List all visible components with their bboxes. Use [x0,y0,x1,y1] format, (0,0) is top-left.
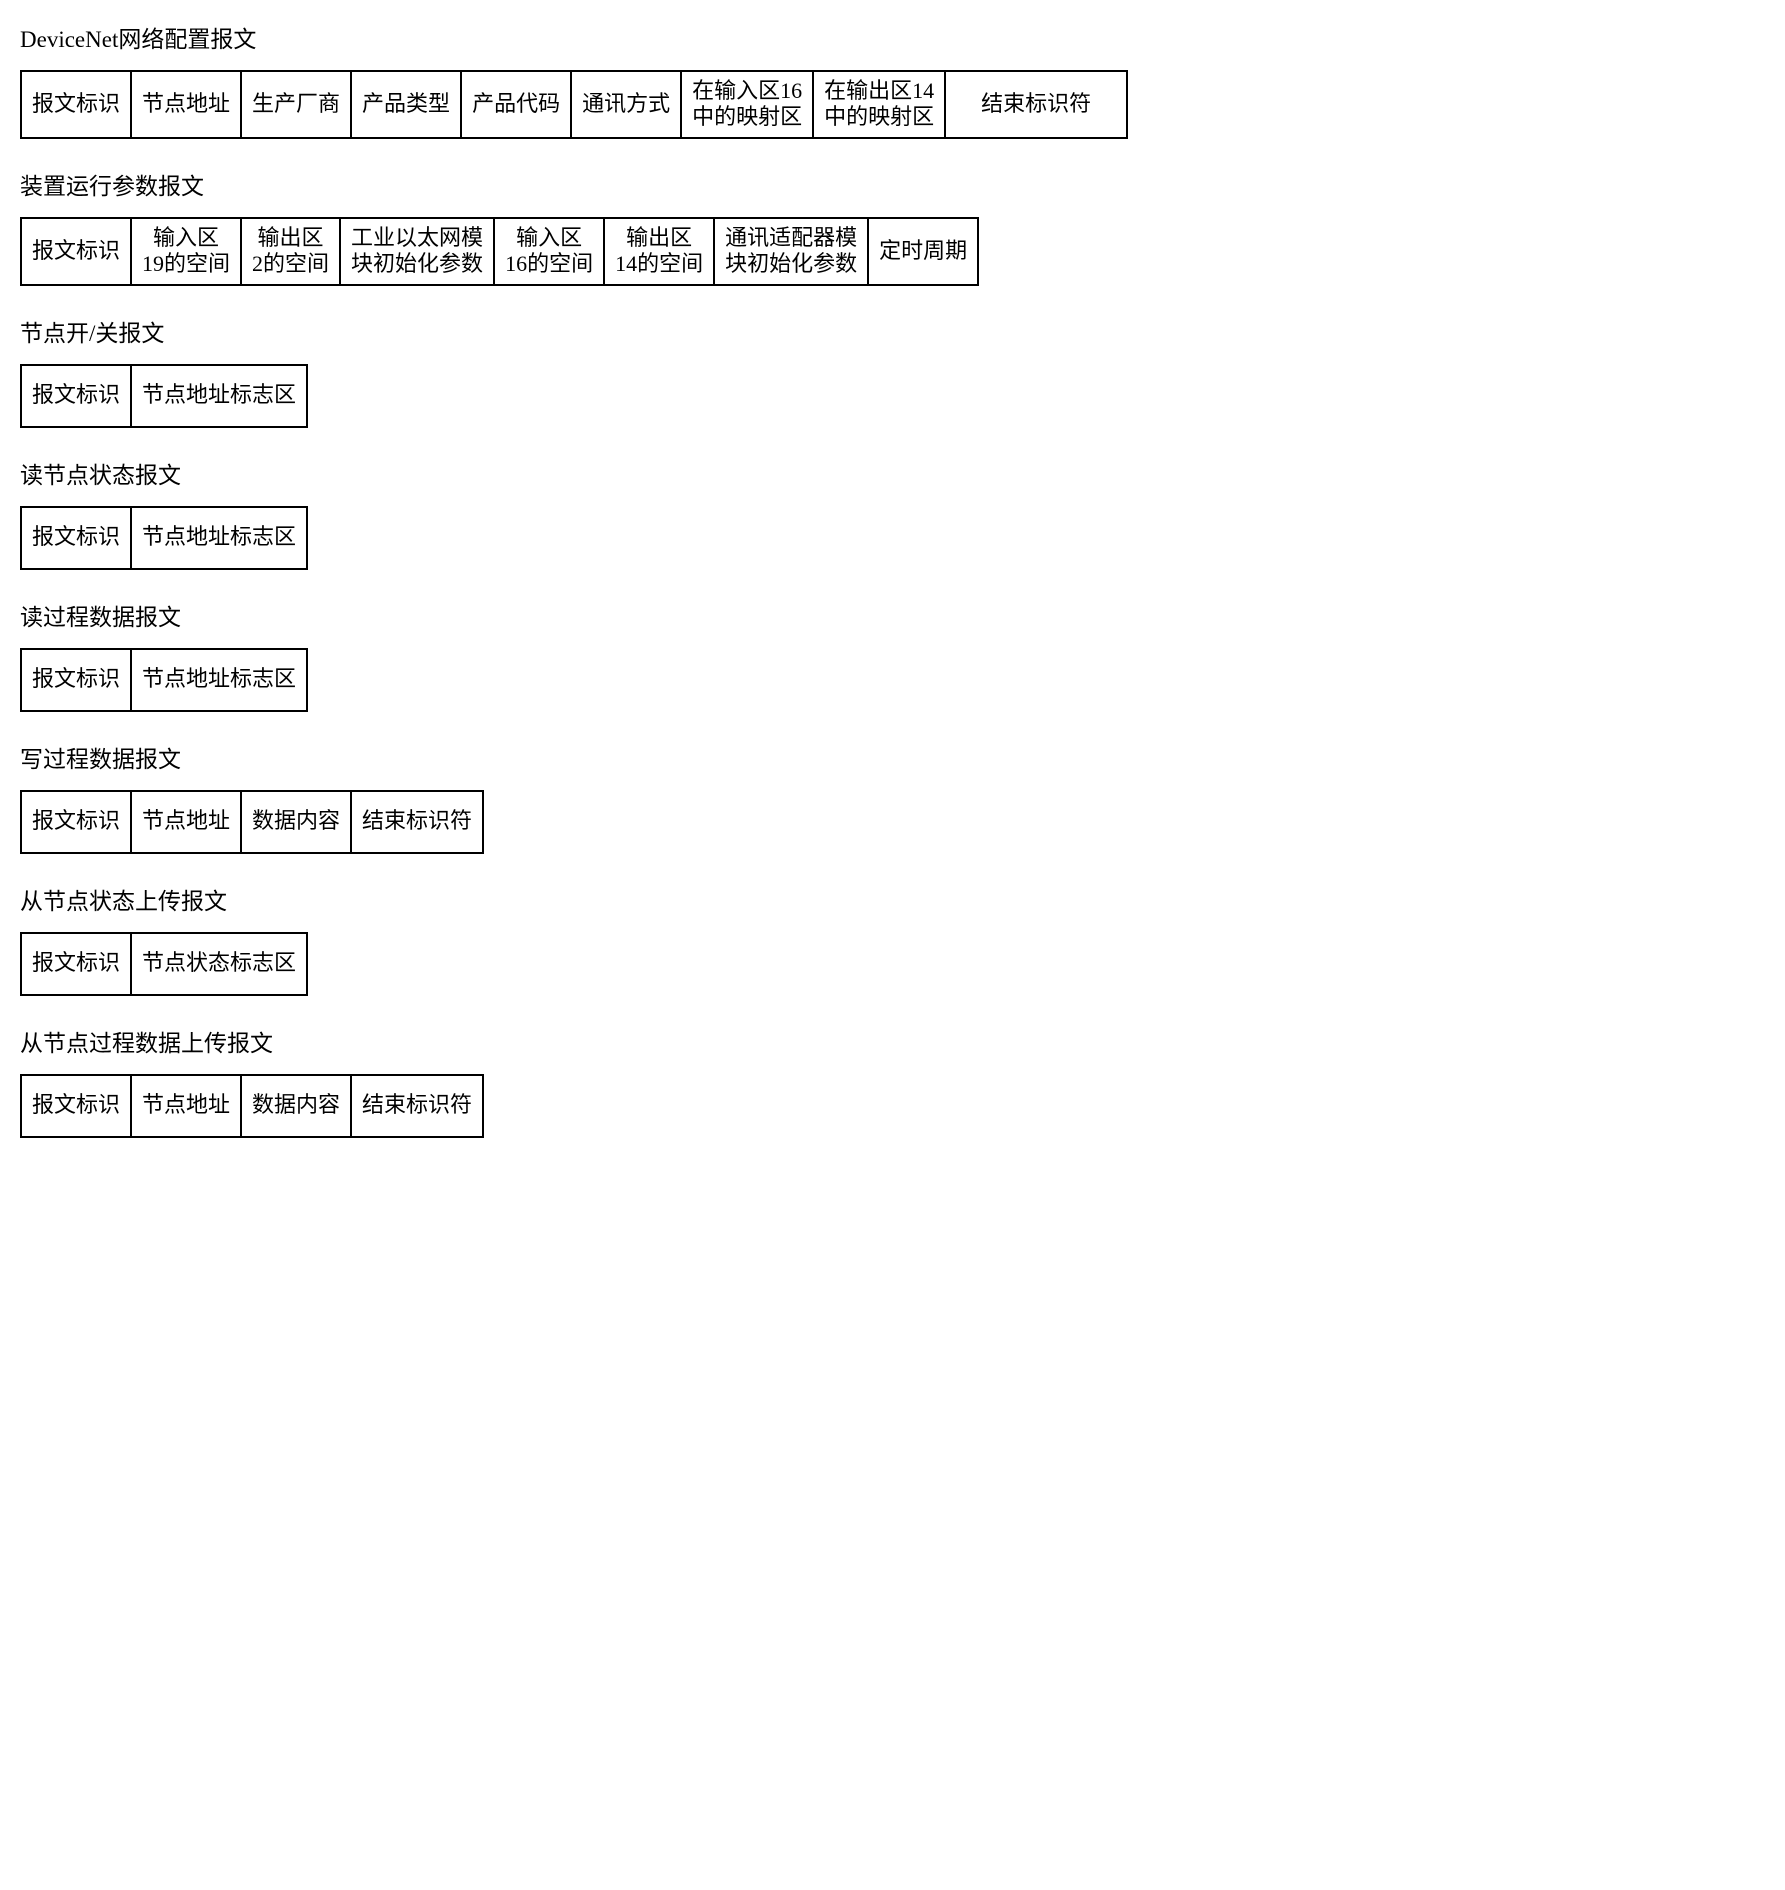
message-section: 读过程数据报文报文标识节点地址标志区 [20,598,1765,712]
table-cell: 数据内容 [241,1075,351,1137]
table-cell: 结束标识符 [945,71,1127,138]
table-cell: 在输入区16中的映射区 [681,71,813,138]
message-section: 从节点过程数据上传报文报文标识节点地址数据内容结束标识符 [20,1024,1765,1138]
message-table: 报文标识输入区19的空间输出区2的空间工业以太网模块初始化参数输入区16的空间输… [20,217,979,286]
table-row: 报文标识节点地址数据内容结束标识符 [21,791,483,853]
section-title: 读节点状态报文 [20,456,1765,490]
message-table: 报文标识节点地址标志区 [20,648,308,712]
table-cell: 节点地址标志区 [131,365,307,427]
table-cell: 节点地址 [131,791,241,853]
table-cell: 输出区14的空间 [604,218,714,285]
table-cell: 输入区19的空间 [131,218,241,285]
section-title: 节点开/关报文 [20,314,1765,348]
table-cell: 数据内容 [241,791,351,853]
message-table: 报文标识节点状态标志区 [20,932,308,996]
table-cell: 节点地址 [131,1075,241,1137]
message-table: 报文标识节点地址数据内容结束标识符 [20,1074,484,1138]
table-row: 报文标识节点地址标志区 [21,507,307,569]
document-root: DeviceNet网络配置报文报文标识节点地址生产厂商产品类型产品代码通讯方式在… [20,20,1765,1138]
section-title: 读过程数据报文 [20,598,1765,632]
table-cell: 产品类型 [351,71,461,138]
table-cell: 报文标识 [21,1075,131,1137]
table-cell: 节点地址标志区 [131,507,307,569]
table-row: 报文标识节点地址标志区 [21,365,307,427]
message-section: 写过程数据报文报文标识节点地址数据内容结束标识符 [20,740,1765,854]
table-cell: 报文标识 [21,649,131,711]
message-table: 报文标识节点地址标志区 [20,364,308,428]
table-row: 报文标识节点地址数据内容结束标识符 [21,1075,483,1137]
section-title: 写过程数据报文 [20,740,1765,774]
table-cell: 报文标识 [21,365,131,427]
table-cell: 工业以太网模块初始化参数 [340,218,494,285]
table-cell: 节点地址 [131,71,241,138]
message-table: 报文标识节点地址数据内容结束标识符 [20,790,484,854]
table-cell: 生产厂商 [241,71,351,138]
table-cell: 通讯适配器模块初始化参数 [714,218,868,285]
message-table: 报文标识节点地址标志区 [20,506,308,570]
table-row: 报文标识节点地址标志区 [21,649,307,711]
section-title: 装置运行参数报文 [20,167,1765,201]
table-cell: 报文标识 [21,933,131,995]
table-cell: 节点地址标志区 [131,649,307,711]
table-cell: 通讯方式 [571,71,681,138]
section-title: 从节点过程数据上传报文 [20,1024,1765,1058]
table-cell: 输出区2的空间 [241,218,340,285]
table-row: 报文标识节点状态标志区 [21,933,307,995]
table-cell: 报文标识 [21,218,131,285]
section-title: 从节点状态上传报文 [20,882,1765,916]
table-cell: 输入区16的空间 [494,218,604,285]
table-row: 报文标识输入区19的空间输出区2的空间工业以太网模块初始化参数输入区16的空间输… [21,218,978,285]
table-row: 报文标识节点地址生产厂商产品类型产品代码通讯方式在输入区16中的映射区在输出区1… [21,71,1127,138]
message-section: DeviceNet网络配置报文报文标识节点地址生产厂商产品类型产品代码通讯方式在… [20,20,1765,139]
message-section: 装置运行参数报文报文标识输入区19的空间输出区2的空间工业以太网模块初始化参数输… [20,167,1765,286]
table-cell: 结束标识符 [351,791,483,853]
message-section: 节点开/关报文报文标识节点地址标志区 [20,314,1765,428]
table-cell: 结束标识符 [351,1075,483,1137]
table-cell: 在输出区14中的映射区 [813,71,945,138]
message-section: 从节点状态上传报文报文标识节点状态标志区 [20,882,1765,996]
table-cell: 产品代码 [461,71,571,138]
message-table: 报文标识节点地址生产厂商产品类型产品代码通讯方式在输入区16中的映射区在输出区1… [20,70,1128,139]
message-section: 读节点状态报文报文标识节点地址标志区 [20,456,1765,570]
table-cell: 报文标识 [21,507,131,569]
table-cell: 报文标识 [21,791,131,853]
section-title: DeviceNet网络配置报文 [20,20,1765,54]
table-cell: 定时周期 [868,218,978,285]
table-cell: 节点状态标志区 [131,933,307,995]
table-cell: 报文标识 [21,71,131,138]
